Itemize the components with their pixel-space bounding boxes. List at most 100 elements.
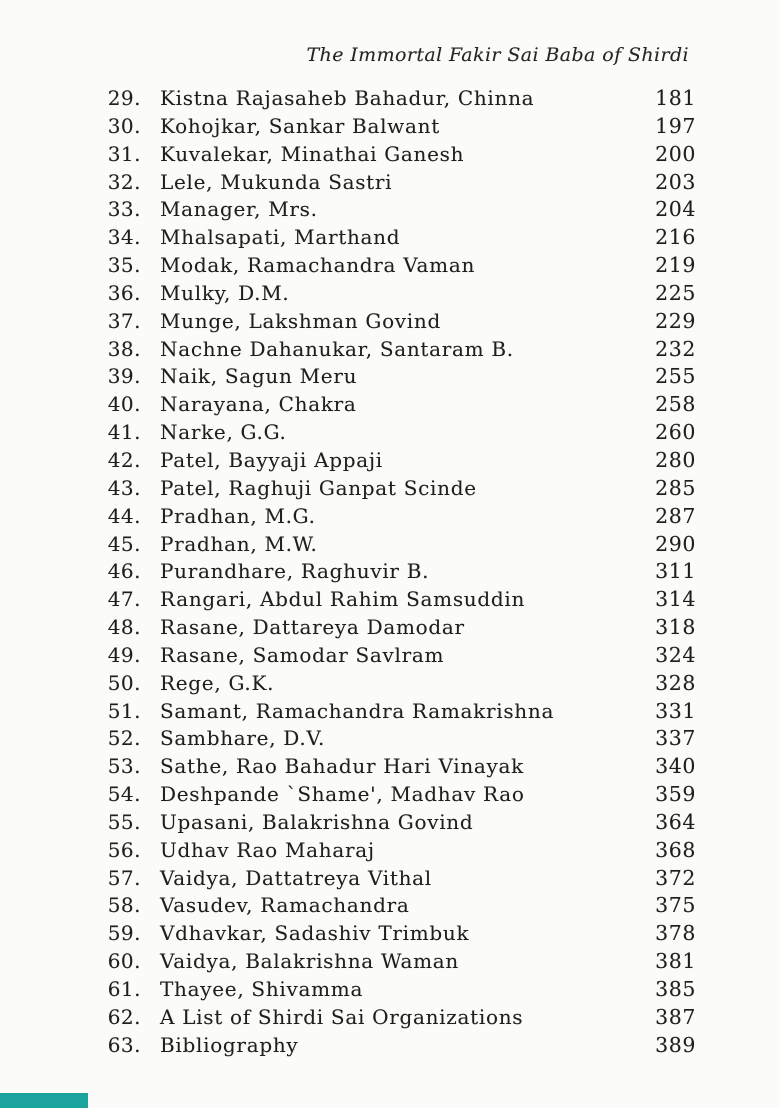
toc-entry: 35. Modak, Ramachandra Vaman 219 (0, 253, 780, 281)
entry-title: Vasudev, Ramachandra (160, 893, 410, 918)
toc-entry: 48. Rasane, Dattareya Damodar 318 (0, 615, 780, 643)
entry-title: Narayana, Chakra (160, 392, 357, 417)
entry-page-number: 372 (655, 865, 696, 890)
toc-entry: 61. Thayee, Shivamma 385 (0, 977, 780, 1005)
entry-number: 45. (107, 531, 141, 556)
entry-number: 33. (107, 197, 141, 222)
toc-entry: 60. Vaidya, Balakrishna Waman 381 (0, 949, 780, 977)
toc-entry: 42. Patel, Bayyaji Appaji 280 (0, 448, 780, 476)
entry-page-number: 381 (655, 949, 696, 974)
entry-number: 31. (107, 141, 141, 166)
entry-title: Mulky, D.M. (160, 280, 290, 305)
entry-page-number: 219 (655, 253, 696, 278)
entry-number: 34. (107, 225, 141, 250)
entry-number: 47. (107, 587, 141, 612)
entry-page-number: 328 (655, 670, 696, 695)
entry-page-number: 280 (655, 447, 696, 472)
entry-page-number: 331 (655, 698, 696, 723)
entry-title: Kistna Rajasaheb Bahadur, Chinna (160, 86, 535, 110)
toc-entry: 30. Kohojkar, Sankar Balwant 197 (0, 114, 780, 142)
entry-title: Mhalsapati, Marthand (160, 225, 401, 250)
entry-title: Sathe, Rao Bahadur Hari Vinayak (160, 754, 524, 779)
entry-page-number: 258 (655, 392, 696, 417)
entry-number: 43. (107, 475, 141, 500)
entry-title: Lele, Mukunda Sastri (160, 169, 393, 194)
toc-entry: 43. Patel, Raghuji Ganpat Scinde 285 (0, 476, 780, 504)
toc-entry: 31. Kuvalekar, Minathai Ganesh 200 (0, 142, 780, 170)
toc-entry: 59. Vdhavkar, Sadashiv Trimbuk 378 (0, 921, 780, 949)
entry-page-number: 197 (655, 113, 696, 138)
entry-number: 58. (107, 893, 141, 918)
entry-title: Modak, Ramachandra Vaman (160, 253, 476, 278)
entry-page-number: 314 (655, 587, 696, 612)
entry-title: Kuvalekar, Minathai Ganesh (160, 141, 465, 166)
entry-page-number: 337 (655, 726, 696, 751)
entry-number: 39. (107, 364, 141, 389)
entry-number: 35. (107, 253, 141, 278)
entry-title: Rangari, Abdul Rahim Samsuddin (160, 587, 526, 612)
entry-number: 49. (107, 642, 141, 667)
toc-entry: 41. Narke, G.G. 260 (0, 420, 780, 448)
toc-entry: 52. Sambhare, D.V. 337 (0, 726, 780, 754)
toc-entry: 56. Udhav Rao Maharaj 368 (0, 838, 780, 866)
entry-page-number: 287 (655, 503, 696, 528)
entry-page-number: 378 (655, 921, 696, 946)
toc-entry: 47. Rangari, Abdul Rahim Samsuddin 314 (0, 587, 780, 615)
entry-title: Patel, Raghuji Ganpat Scinde (160, 475, 477, 500)
entry-title: Nachne Dahanukar, Santaram B. (160, 336, 514, 361)
entry-title: Vaidya, Balakrishna Waman (160, 949, 460, 974)
entry-page-number: 255 (655, 364, 696, 389)
entry-title: Munge, Lakshman Govind (160, 308, 441, 333)
entry-page-number: 364 (655, 809, 696, 834)
entry-number: 29. (107, 86, 141, 110)
entry-title: Kohojkar, Sankar Balwant (160, 113, 440, 138)
entry-page-number: 375 (655, 893, 696, 918)
entry-number: 42. (107, 447, 141, 472)
entry-page-number: 260 (655, 420, 696, 445)
entry-title: Vaidya, Dattatreya Vithal (160, 865, 432, 890)
entry-page-number: 318 (655, 615, 696, 640)
entry-title: Rege, G.K. (160, 670, 275, 695)
entry-number: 54. (107, 782, 141, 807)
toc-entry: 55. Upasani, Balakrishna Govind 364 (0, 810, 780, 838)
entry-number: 30. (107, 113, 141, 138)
toc-entry: 38. Nachne Dahanukar, Santaram B. 232 (0, 337, 780, 365)
toc-entry: 49. Rasane, Samodar Savlram 324 (0, 643, 780, 671)
entry-page-number: 324 (655, 642, 696, 667)
toc-entry: 34. Mhalsapati, Marthand 216 (0, 225, 780, 253)
toc-entry: 37. Munge, Lakshman Govind 229 (0, 309, 780, 337)
entry-number: 46. (107, 559, 141, 584)
toc-entry: 46. Purandhare, Raghuvir B. 311 (0, 559, 780, 587)
entry-number: 51. (107, 698, 141, 723)
toc-entry: 50. Rege, G.K. 328 (0, 671, 780, 699)
entry-title: Narke, G.G. (160, 420, 287, 445)
entry-title: Rasane, Dattareya Damodar (160, 615, 465, 640)
entry-title: Udhav Rao Maharaj (160, 837, 375, 862)
toc-entry: 32. Lele, Mukunda Sastri 203 (0, 170, 780, 198)
toc-entry: 58. Vasudev, Ramachandra 375 (0, 893, 780, 921)
toc-entry: 40. Narayana, Chakra 258 (0, 392, 780, 420)
entry-number: 55. (107, 809, 141, 834)
entry-number: 50. (107, 670, 141, 695)
entry-page-number: 385 (655, 977, 696, 1001)
toc-entry: 63. Bibliography 389 (0, 1033, 780, 1061)
toc-entry: 53. Sathe, Rao Bahadur Hari Vinayak 340 (0, 754, 780, 782)
entry-page-number: 232 (655, 336, 696, 361)
entry-number: 62. (107, 1004, 141, 1029)
entry-page-number: 290 (655, 531, 696, 556)
entry-title: Pradhan, M.W. (160, 531, 318, 556)
entry-page-number: 203 (655, 169, 696, 194)
toc-entry: 44. Pradhan, M.G. 287 (0, 504, 780, 532)
toc-entry: 36. Mulky, D.M. 225 (0, 281, 780, 309)
entry-number: 61. (107, 977, 141, 1001)
entry-number: 44. (107, 503, 141, 528)
entry-page-number: 229 (655, 308, 696, 333)
entry-page-number: 340 (655, 754, 696, 779)
entry-title: Pradhan, M.G. (160, 503, 316, 528)
entry-number: 63. (107, 1032, 141, 1057)
entry-page-number: 311 (655, 559, 696, 584)
entry-number: 52. (107, 726, 141, 751)
running-header-title: The Immortal Fakir Sai Baba of Shirdi (306, 44, 689, 66)
entry-title: A List of Shirdi Sai Organizations (160, 1004, 524, 1029)
entry-title: Thayee, Shivamma (160, 977, 364, 1001)
